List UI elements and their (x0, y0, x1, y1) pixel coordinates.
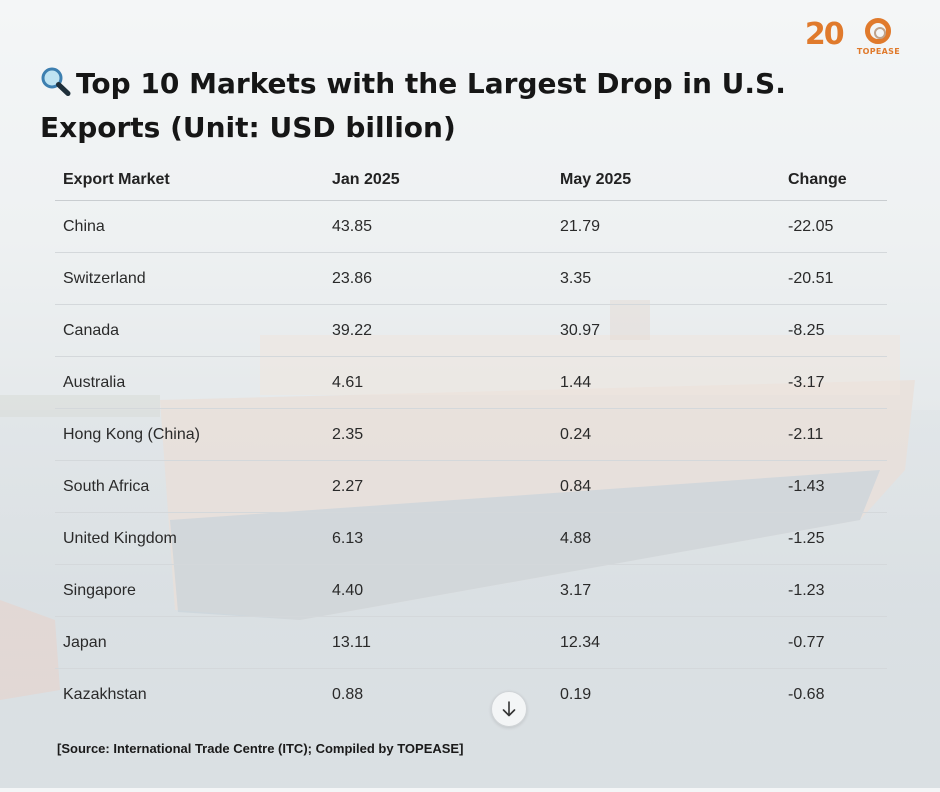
value-cell: 43.85 (324, 200, 552, 253)
table-header-row: Export Market Jan 2025 May 2025 Change (55, 160, 887, 201)
table-row: Japan 13.11 12.34 -0.77 (55, 616, 887, 669)
table-row: South Africa 2.27 0.84 -1.43 (55, 460, 887, 513)
market-cell: Canada (55, 304, 324, 357)
market-cell: Hong Kong (China) (55, 408, 324, 461)
change-cell: -8.25 (780, 304, 887, 357)
value-cell: 0.19 (560, 685, 592, 703)
market-cell: Kazakhstan (63, 685, 147, 703)
table-row: United Kingdom 6.13 4.88 -1.25 (55, 512, 887, 565)
source-note: [Source: International Trade Centre (ITC… (57, 741, 464, 756)
value-cell: 4.61 (324, 356, 552, 409)
value-cell: 0.24 (552, 408, 780, 461)
change-cell: -2.11 (780, 408, 887, 461)
table-row: Kazakhstan 0.88 0.19 -0.68 (55, 669, 887, 721)
table-row: Canada 39.22 30.97 -8.25 (55, 304, 887, 357)
change-cell: -0.77 (780, 616, 887, 669)
column-header: Jan 2025 (324, 160, 552, 201)
market-cell: Australia (55, 356, 324, 409)
value-cell: 30.97 (552, 304, 780, 357)
value-cell: 3.17 (552, 564, 780, 617)
scroll-down-button[interactable] (491, 691, 527, 727)
change-cell: -22.05 (780, 200, 887, 253)
topease-mark-icon (865, 18, 892, 44)
value-cell: 3.35 (552, 252, 780, 305)
market-cell: Singapore (55, 564, 324, 617)
market-cell: United Kingdom (55, 512, 324, 565)
table-row: Hong Kong (China) 2.35 0.24 -2.11 (55, 408, 887, 461)
table-row: Singapore 4.40 3.17 -1.23 (55, 564, 887, 617)
value-cell: 21.79 (552, 200, 780, 253)
topease-brand-text: TOPEASE (856, 47, 900, 56)
value-cell: 13.11 (324, 616, 552, 669)
value-cell: 0.88 (332, 685, 364, 703)
market-cell: China (55, 200, 324, 253)
value-cell: 4.88 (552, 512, 780, 565)
change-cell: -0.68 (788, 685, 825, 703)
value-cell: 39.22 (324, 304, 552, 357)
change-cell: -20.51 (780, 252, 887, 305)
market-cell: Japan (55, 616, 324, 669)
value-cell: 12.34 (552, 616, 780, 669)
value-cell: 6.13 (324, 512, 552, 565)
title-text: Top 10 Markets with the Largest Drop in … (40, 67, 786, 144)
change-cell: -3.17 (780, 356, 887, 409)
logos: 20 TOPEASE (805, 18, 900, 60)
market-cell: South Africa (55, 460, 324, 513)
exports-table: Export Market Jan 2025 May 2025 Change Chin… (55, 160, 887, 720)
value-cell: 4.40 (324, 564, 552, 617)
table-row: Switzerland 23.86 3.35 -20.51 (55, 252, 887, 305)
change-cell: -1.25 (780, 512, 887, 565)
anniversary-number: 20 (804, 17, 845, 52)
value-cell: 2.35 (324, 408, 552, 461)
change-cell: -1.23 (780, 564, 887, 617)
market-cell: Switzerland (55, 252, 324, 305)
table-body: China 43.85 21.79 -22.05 Switzerland 23.86 3.3… (55, 200, 887, 721)
value-cell: 2.27 (324, 460, 552, 513)
table-row: Australia 4.61 1.44 -3.17 (55, 356, 887, 409)
column-header: Change (780, 160, 887, 201)
value-cell: 1.44 (552, 356, 780, 409)
topease-logo: TOPEASE (857, 18, 900, 56)
column-header: May 2025 (552, 160, 780, 201)
arrow-down-icon (502, 701, 516, 717)
table-row: China 43.85 21.79 -22.05 (55, 200, 887, 253)
change-cell: -1.43 (780, 460, 887, 513)
page-title: Top 10 Markets with the Largest Drop in … (40, 62, 910, 150)
magnifying-glass-icon (40, 65, 72, 96)
value-cell: 23.86 (324, 252, 552, 305)
column-header: Export Market (55, 160, 324, 201)
anniversary-logo: 20 (805, 18, 847, 60)
value-cell: 0.84 (552, 460, 780, 513)
